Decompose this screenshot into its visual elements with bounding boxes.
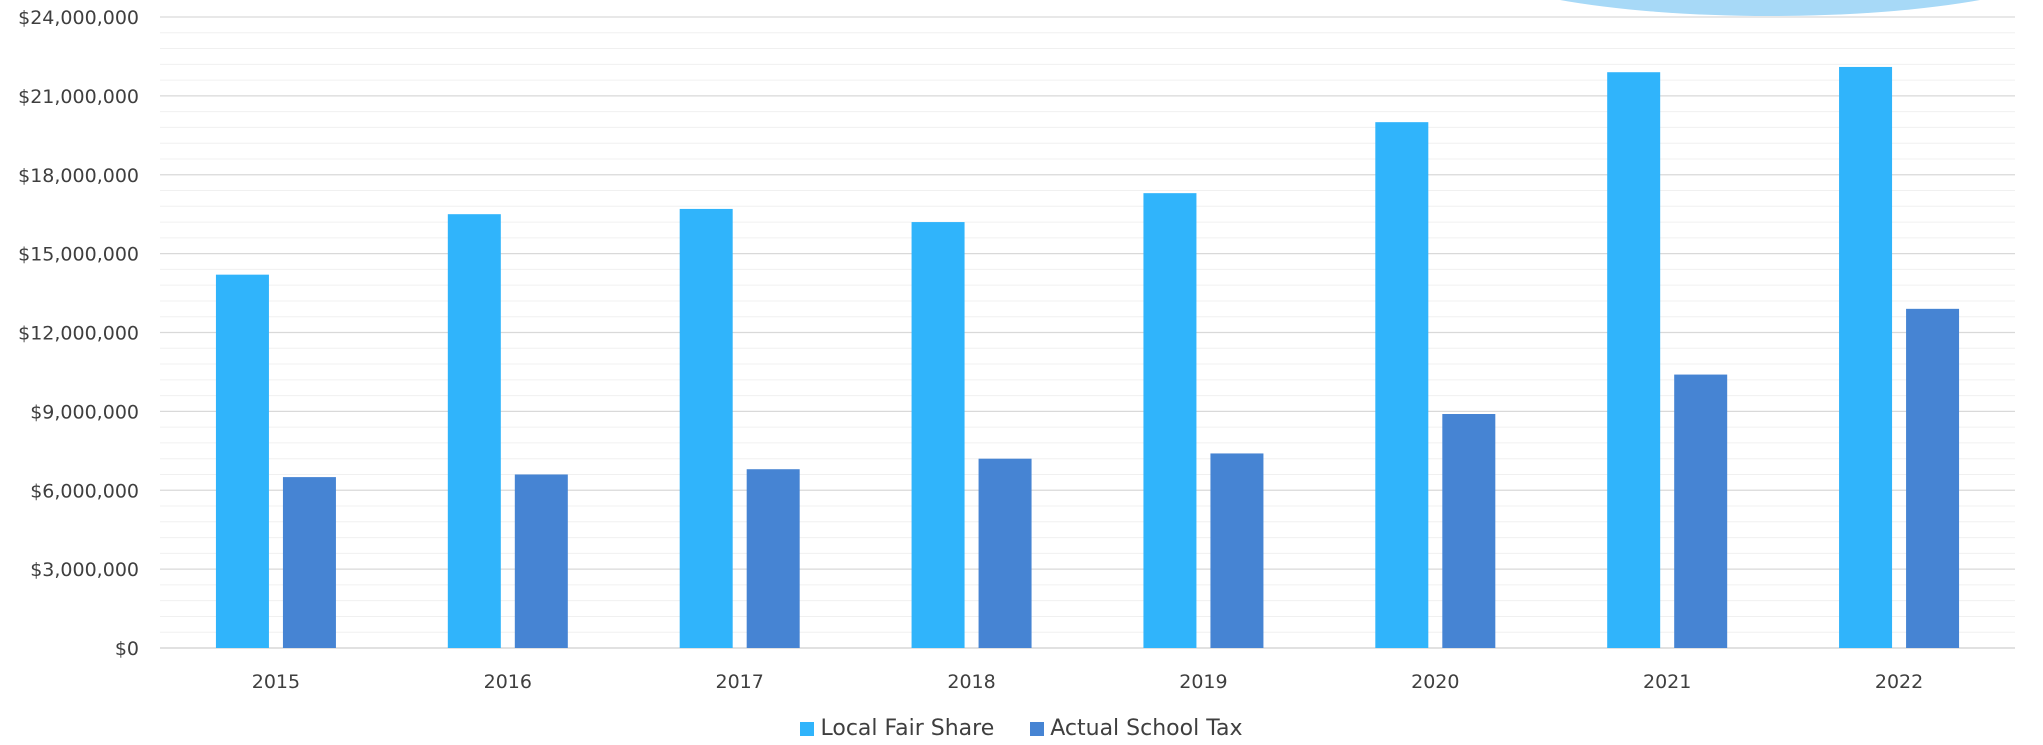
decorative-shape [1560, 0, 1980, 16]
bar-2020-local-fair-share [1375, 122, 1429, 648]
x-tick-label: 2017 [716, 671, 764, 693]
y-tick-label: $9,000,000 [30, 401, 139, 423]
y-tick-label: $24,000,000 [18, 7, 139, 29]
y-tick-label: $12,000,000 [18, 323, 139, 345]
bar-2021-actual-school-tax [1674, 374, 1728, 648]
bar-2015-actual-school-tax [282, 477, 336, 648]
bar-2018-local-fair-share [911, 222, 965, 648]
y-tick-label: $6,000,000 [30, 480, 139, 502]
x-tick-label: 2022 [1875, 671, 1923, 693]
legend-label: Actual School Tax [1050, 716, 1243, 741]
legend-label: Local Fair Share [820, 716, 995, 741]
bars [215, 66, 1960, 649]
x-tick-label: 2018 [947, 671, 995, 693]
bar-2022-local-fair-share [1839, 66, 1893, 649]
legend-swatch [800, 721, 815, 736]
x-tick-label: 2019 [1179, 671, 1227, 693]
x-tick-label: 2015 [252, 671, 300, 693]
bar-2019-actual-school-tax [1210, 453, 1264, 648]
y-tick-label: $15,000,000 [18, 244, 139, 266]
y-tick-label: $21,000,000 [18, 86, 139, 108]
bar-2018-actual-school-tax [978, 458, 1032, 648]
x-tick-label: 2016 [484, 671, 532, 693]
bar-2021-local-fair-share [1607, 72, 1661, 648]
y-tick-label: $3,000,000 [30, 559, 139, 581]
legend-item-actual-school-tax: Actual School Tax [1030, 716, 1243, 741]
x-tick-label: 2021 [1643, 671, 1691, 693]
bar-2019-local-fair-share [1143, 193, 1197, 648]
bar-2016-local-fair-share [447, 214, 501, 648]
bar-2016-actual-school-tax [514, 474, 568, 648]
bar-2017-local-fair-share [679, 208, 733, 648]
legend-swatch [1030, 721, 1045, 736]
y-axis: $0 $3,000,000 $6,000,000 $9,000,000 $12,000,… [18, 7, 139, 660]
legend-item-local-fair-share: Local Fair Share [800, 716, 994, 741]
bar-2015-local-fair-share [215, 274, 269, 648]
bar-2017-actual-school-tax [746, 469, 800, 648]
bar-2020-actual-school-tax [1442, 414, 1496, 648]
y-tick-label: $0 [115, 638, 139, 660]
legend: Local Fair Share Actual School Tax [0, 716, 2043, 741]
y-tick-label: $18,000,000 [18, 165, 139, 187]
x-tick-label: 2020 [1411, 671, 1459, 693]
bar-2022-actual-school-tax [1906, 308, 1960, 648]
gridlines [160, 16, 2015, 649]
x-axis: 2015 2016 2017 2018 2019 2020 2021 2022 [252, 671, 1923, 693]
